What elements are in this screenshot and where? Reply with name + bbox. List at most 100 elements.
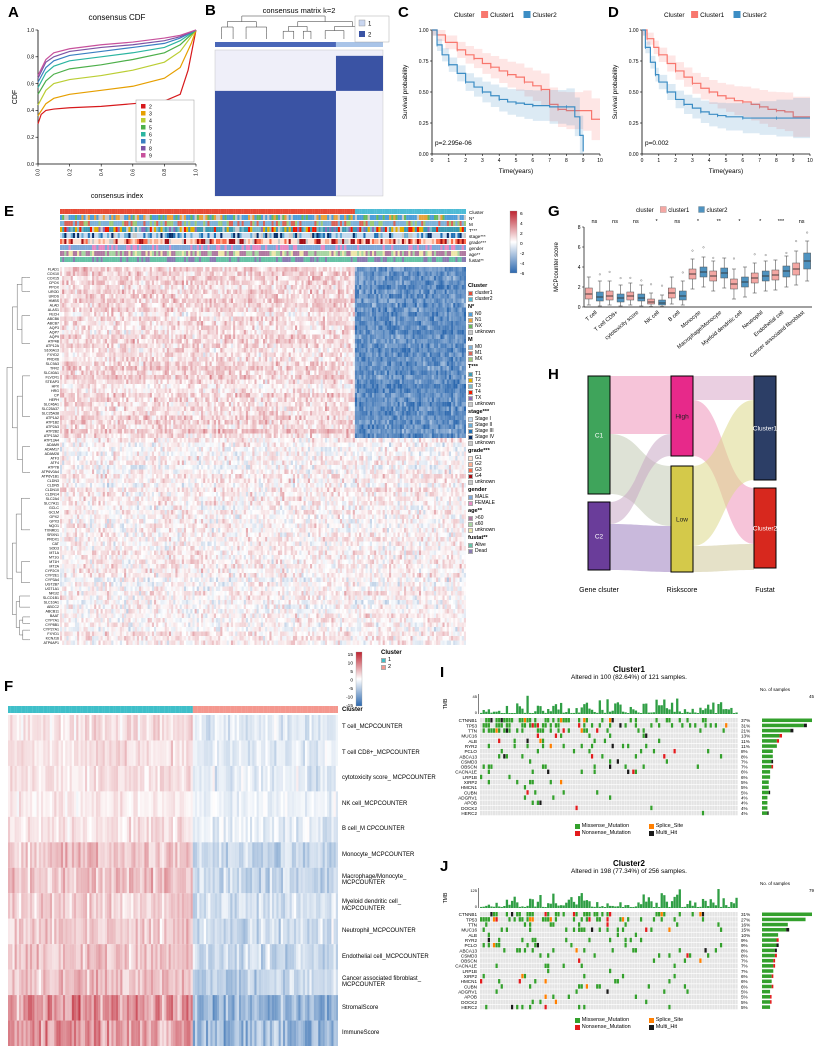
- svg-text:9: 9: [582, 158, 585, 164]
- svg-text:SLC9A3: SLC9A3: [46, 362, 59, 366]
- legend-item: unknown: [468, 440, 550, 446]
- svg-text:CYP3A4: CYP3A4: [45, 578, 59, 582]
- svg-text:Riskscore: Riskscore: [667, 587, 698, 594]
- panel-a-consensus-cdf: A consensus CDF 0.0 0.2 0.4 0.6 0.8 1.0 0.0 0.2 0…: [8, 4, 204, 200]
- svg-text:3: 3: [481, 158, 484, 164]
- oncoplot-title-cluster2: Cluster2: [612, 859, 645, 868]
- svg-text:ATP4B: ATP4B: [48, 340, 60, 344]
- svg-text:AQP7: AQP7: [49, 331, 59, 335]
- expression-colorbar: 6 4 2 0 -2 -4 -6: [509, 210, 525, 277]
- svg-text:Myeloid dendritic cell: Myeloid dendritic cell: [701, 310, 744, 347]
- svg-text:NR1I2: NR1I2: [49, 592, 59, 596]
- panel-g-mcp-boxplot: G cluster cluster1 cluster2 0 2 4 6 8 MCPcounter…: [548, 203, 816, 365]
- svg-text:SLC7A11: SLC7A11: [44, 502, 59, 506]
- svg-text:4: 4: [578, 265, 581, 271]
- legend-item: Stage IV: [468, 434, 550, 440]
- svg-text:C1: C1: [595, 433, 604, 440]
- svg-text:consensus CDF: consensus CDF: [89, 13, 146, 22]
- cluster-legend-item: 2: [381, 664, 402, 671]
- mcp-heatmap-legend: 15 10 5 0 -5 -10 -15 Cluster 1 2: [342, 650, 438, 709]
- legend-item: T3: [468, 383, 550, 389]
- svg-text:GCLC: GCLC: [49, 506, 59, 510]
- svg-text:Cluster1: Cluster1: [490, 12, 515, 19]
- svg-text:grade***: grade***: [469, 240, 486, 245]
- svg-text:Cluster1: Cluster1: [753, 426, 778, 433]
- svg-text:consensus index: consensus index: [91, 193, 144, 200]
- svg-text:0.4: 0.4: [99, 169, 105, 176]
- svg-text:-15: -15: [346, 703, 353, 709]
- svg-text:0.25: 0.25: [419, 121, 429, 127]
- cluster-legend-item: 1: [381, 657, 402, 664]
- svg-text:SRXN1: SRXN1: [47, 533, 59, 537]
- svg-text:CAT: CAT: [52, 542, 60, 546]
- km-curve-d: Cluster Cluster1 Cluster2 0.00 0.25 0.50 0.75 1…: [612, 11, 813, 175]
- svg-text:1.0: 1.0: [27, 28, 34, 34]
- legend-item: G3: [468, 467, 550, 473]
- mcp-heatmap-canvas: [8, 706, 338, 1046]
- mutation-type-missense_mutation: Missense_Mutation: [574, 1017, 631, 1024]
- row-label: Endothelial cell_MCPCOUNTER: [342, 953, 429, 960]
- legend-item: unknown: [468, 401, 550, 407]
- svg-text:ATF3: ATF3: [50, 457, 59, 461]
- svg-text:High: High: [675, 414, 689, 421]
- svg-text:2: 2: [149, 104, 152, 110]
- row-label: T cell_MCPCOUNTER: [342, 724, 403, 731]
- svg-text:CLDN5: CLDN5: [47, 484, 59, 488]
- svg-text:CLDN3: CLDN3: [47, 479, 59, 483]
- svg-text:-6: -6: [520, 271, 525, 277]
- svg-text:7: 7: [149, 139, 152, 145]
- svg-text:1: 1: [368, 22, 372, 28]
- mutation-type-nonsense_mutation: Nonsense_Mutation: [574, 1024, 631, 1031]
- svg-text:1.0: 1.0: [194, 169, 200, 176]
- svg-text:2: 2: [464, 158, 467, 164]
- svg-text:10: 10: [597, 158, 603, 164]
- svg-text:FECH: FECH: [49, 313, 59, 317]
- svg-text:S100A13: S100A13: [44, 349, 59, 353]
- mutation-type-splice_site: Splice_Site: [648, 823, 683, 830]
- svg-text:ATP7B: ATP7B: [48, 466, 60, 470]
- svg-text:SLC10A1: SLC10A1: [44, 601, 59, 605]
- svg-text:0.50: 0.50: [629, 90, 639, 96]
- mcpcounter-boxplot: cluster cluster1 cluster2 0 2 4 6 8 MCPcounter s…: [554, 206, 812, 359]
- row-label: ImmuneScore: [342, 1030, 380, 1036]
- panel-j-label: J: [440, 858, 449, 875]
- svg-text:MT1A: MT1A: [49, 551, 59, 555]
- legend-item: Alive: [468, 542, 550, 548]
- panel-f-label: F: [4, 678, 14, 695]
- legend-item: MALE: [468, 494, 550, 500]
- svg-text:T***: T***: [469, 228, 477, 233]
- svg-text:HPX: HPX: [52, 385, 60, 389]
- svg-text:2: 2: [578, 285, 581, 291]
- svg-text:HRG: HRG: [51, 389, 59, 393]
- svg-text:3: 3: [691, 158, 694, 164]
- expression-heatmap-canvas: [60, 209, 466, 645]
- svg-text:4: 4: [149, 118, 152, 124]
- legend-item: Stage III: [468, 428, 550, 434]
- svg-text:0.6: 0.6: [27, 81, 34, 87]
- svg-text:8: 8: [775, 158, 778, 164]
- alluvial-diagram: C1 C2 High Low Cluster1 Cluster2 Gene clsuter R…: [579, 375, 778, 594]
- svg-text:*: *: [759, 219, 762, 225]
- svg-text:FXYD1: FXYD1: [47, 632, 59, 636]
- svg-text:ATP13A4: ATP13A4: [44, 439, 59, 443]
- svg-text:0: 0: [431, 158, 434, 164]
- svg-text:ABCB11: ABCB11: [45, 610, 59, 614]
- svg-text:ATP6V0A4: ATP6V0A4: [41, 470, 59, 474]
- mutation-legend-cluster1: Missense_Mutation Nonsense_Mutation Splice…: [574, 823, 683, 837]
- legend-group-Cluster: Cluster cluster1 cluster2: [468, 283, 550, 302]
- svg-text:SLC2A4: SLC2A4: [46, 497, 59, 501]
- legend-group-M: M M0 M1 MX: [468, 337, 550, 362]
- svg-text:0.00: 0.00: [629, 152, 639, 158]
- panel-b-label: B: [205, 2, 216, 19]
- svg-text:7: 7: [758, 158, 761, 164]
- svg-text:8: 8: [578, 225, 581, 231]
- svg-text:Time(years): Time(years): [499, 168, 533, 175]
- svg-text:Survival probability: Survival probability: [402, 64, 409, 119]
- panel-h-alluvial: H C1 C2 High Low Cluster1 Cluster2 Gene clsute…: [548, 366, 816, 628]
- legend-item: T1: [468, 371, 550, 377]
- svg-text:-10: -10: [346, 695, 353, 701]
- panel-c-label: C: [398, 4, 409, 21]
- panel-e-label: E: [4, 203, 15, 220]
- legend-group-gender: gender MALE FEMALE: [468, 487, 550, 506]
- oncoplot-subtitle-cluster2: Altered in 198 (77.34%) of 256 samples.: [571, 868, 687, 875]
